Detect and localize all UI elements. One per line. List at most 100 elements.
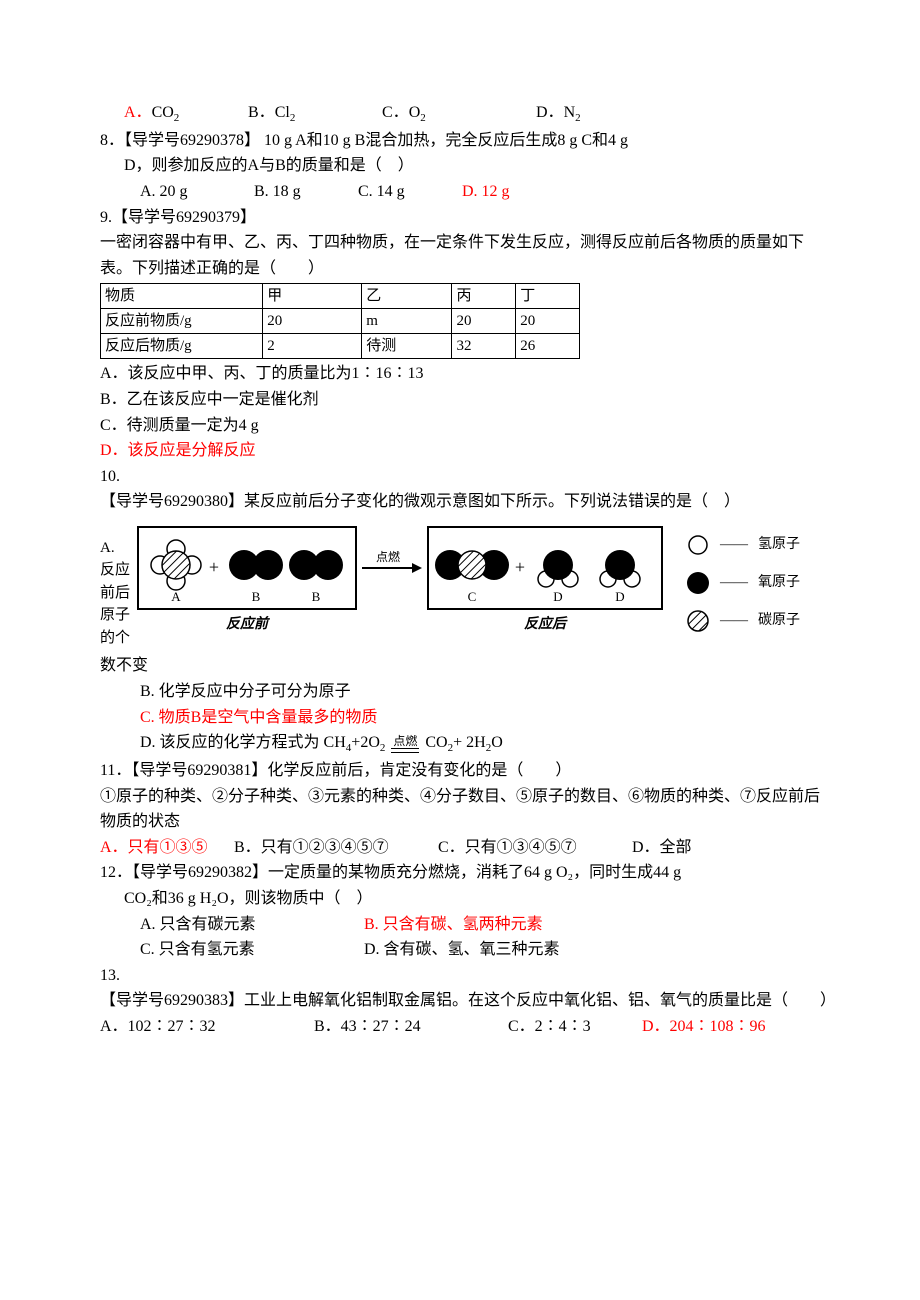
q7-optA-val: CO xyxy=(152,100,174,126)
q13-optA: A．102∶27∶32 xyxy=(100,1014,310,1040)
q13-optB: B．43∶27∶24 xyxy=(314,1014,504,1040)
q10-optB: B. 化学反应中分子可分为原子 xyxy=(100,679,830,705)
q10-optD-sub2: 2 xyxy=(380,742,386,754)
q9-optC: C．待测质量一定为4 g xyxy=(100,413,830,439)
td: 26 xyxy=(516,334,580,359)
q11-line1: 11．【导学号69290381】化学反应前后，肯定没有变化的是（ ） xyxy=(100,758,830,784)
molecule-B2 xyxy=(289,550,343,580)
q10-optD-mid3: + 2H xyxy=(453,734,486,751)
q8-optD: D. 12 g xyxy=(462,179,510,205)
label-C: C xyxy=(468,589,477,604)
q12-line1: 12．【导学号69290382】一定质量的某物质充分燃烧，消耗了64 g O₂，… xyxy=(100,860,830,886)
td: 反应后物质/g xyxy=(101,334,263,359)
q7-optB-sub: 2 xyxy=(290,112,296,124)
q7-optC-val: O xyxy=(409,100,421,126)
molecule-B1 xyxy=(229,550,283,580)
td: m xyxy=(362,309,452,334)
q8-line2: D，则参加反应的A与B的质量和是（ ） xyxy=(100,153,830,179)
q11-line2: ①原子的种类、②分子种类、③元素的种类、④分子数目、⑤原子的数目、⑥物质的种类、… xyxy=(100,784,830,835)
legend-h: ——氢原子 xyxy=(686,533,800,557)
q12-row1: A. 只含有碳元素 B. 只含有碳、氢两种元素 xyxy=(100,912,830,938)
q7-optA-label: A． xyxy=(124,100,152,126)
q7-optD-sub: 2 xyxy=(575,112,581,124)
q10-diagram-row: A. 反应 前后 原子 的个 A + B xyxy=(100,523,830,650)
q8-line1: 8．【导学号69290378】 10 g A和10 g B混合加热，完全反应后生… xyxy=(100,128,830,154)
table-row: 反应前物质/g 20 m 20 20 xyxy=(101,309,580,334)
q13-options: A．102∶27∶32 B．43∶27∶24 C．2∶4∶3 D．204∶108… xyxy=(100,1014,830,1040)
q13-num: 13. xyxy=(100,963,830,989)
q12-row2: C. 只含有氢元素 D. 含有碳、氢、氧三种元素 xyxy=(100,937,830,963)
q9-table: 物质 甲 乙 丙 丁 反应前物质/g 20 m 20 20 反应后物质/g 2 … xyxy=(100,283,580,359)
molecule-D2 xyxy=(600,550,640,587)
th-2: 乙 xyxy=(362,284,452,309)
side-2: 前后 xyxy=(100,582,136,605)
td: 2 xyxy=(263,334,362,359)
diagram-legend: ——氢原子 ——氧原子 ——碳原子 xyxy=(686,523,800,647)
q9-optA: A．该反应中甲、丙、丁的质量比为1∶16∶13 xyxy=(100,361,830,387)
q11-optA: A．只有①③⑤ xyxy=(100,835,230,861)
q8-optB: B. 18 g xyxy=(254,179,354,205)
legend-c-label: 碳原子 xyxy=(758,610,800,632)
q11-optC: C．只有①③④⑤⑦ xyxy=(438,835,628,861)
td: 20 xyxy=(263,309,362,334)
q12-optB: B. 只含有碳、氢两种元素 xyxy=(364,912,543,938)
th-3: 丙 xyxy=(452,284,516,309)
label-A: A xyxy=(171,589,181,604)
side-3: 原子 xyxy=(100,604,136,627)
q7-optD-label: D． xyxy=(536,100,564,126)
q12-optC: C. 只含有氢元素 xyxy=(140,937,360,963)
q7-options: A．CO2 B．Cl2 C．O2 D．N2 xyxy=(100,100,830,128)
q12-optD: D. 含有碳、氢、氧三种元素 xyxy=(364,937,560,963)
td: 20 xyxy=(516,309,580,334)
q10-optD-pre: D. 该反应的化学方程式为 CH xyxy=(140,734,346,751)
q9-optB: B．乙在该反应中一定是催化剂 xyxy=(100,387,830,413)
q10-num: 10. xyxy=(100,464,830,490)
legend-o: ——氧原子 xyxy=(686,571,800,595)
side-1: 反应 xyxy=(100,559,136,582)
q9-header: 9.【导学号69290379】 xyxy=(100,205,830,231)
q13-optC: C．2∶4∶3 xyxy=(508,1014,638,1040)
legend-h-label: 氢原子 xyxy=(758,534,800,556)
q9-optD: D．该反应是分解反应 xyxy=(100,438,830,464)
q12-optA: A. 只含有碳元素 xyxy=(140,912,360,938)
q7-optD-val: N xyxy=(564,100,576,126)
q7-optC-sub: 2 xyxy=(420,112,426,124)
legend-o-label: 氧原子 xyxy=(758,572,800,594)
label-D1: D xyxy=(553,589,562,604)
legend-c: ——碳原子 xyxy=(686,609,800,633)
q7-optB-val: Cl xyxy=(275,100,290,126)
table-header-row: 物质 甲 乙 丙 丁 xyxy=(101,284,580,309)
q10-optD: D. 该反应的化学方程式为 CH4+2O2 点燃 CO2+ 2H2O xyxy=(100,730,830,758)
molecule-C xyxy=(435,550,509,580)
q7-optA-sub: 2 xyxy=(174,112,180,124)
q8-optA: A. 20 g xyxy=(140,179,250,205)
label-D2: D xyxy=(615,589,624,604)
th-4: 丁 xyxy=(516,284,580,309)
td: 反应前物质/g xyxy=(101,309,263,334)
q10-stem: 【导学号69290380】某反应前后分子变化的微观示意图如下所示。下列说法错误的… xyxy=(100,489,830,515)
caption-right: 反应后 xyxy=(524,615,568,632)
td: 20 xyxy=(452,309,516,334)
side-4: 的个 xyxy=(100,627,136,650)
q11-options: A．只有①③⑤ B．只有①②③④⑤⑦ C．只有①③④⑤⑦ D．全部 xyxy=(100,835,830,861)
svg-text:+: + xyxy=(515,557,525,577)
q10-optA-side: A. 反应 前后 原子 的个 xyxy=(100,523,136,650)
q10-optD-mid1: +2O xyxy=(351,734,380,751)
q10-optD-end: O xyxy=(491,734,503,751)
td: 待测 xyxy=(362,334,452,359)
q8-options: A. 20 g B. 18 g C. 14 g D. 12 g xyxy=(100,179,830,205)
q13-stem: 【导学号69290383】工业上电解氧化铝制取金属铝。在这个反应中氧化铝、铝、氧… xyxy=(100,988,830,1014)
arrow-label: 点燃 xyxy=(376,549,400,564)
th-0: 物质 xyxy=(101,284,263,309)
label-B1: B xyxy=(252,589,261,604)
equation-condition: 点燃 xyxy=(391,735,419,753)
table-row: 反应后物质/g 2 待测 32 26 xyxy=(101,334,580,359)
q10-optA-rest: 数不变 xyxy=(100,653,830,679)
side-0: A. xyxy=(100,537,136,560)
svg-text:+: + xyxy=(209,557,219,577)
q10-optC: C. 物质B是空气中含量最多的物质 xyxy=(100,705,830,731)
q7-optB-label: B． xyxy=(248,100,275,126)
th-1: 甲 xyxy=(263,284,362,309)
q11-optB: B．只有①②③④⑤⑦ xyxy=(234,835,434,861)
caption-left: 反应前 xyxy=(226,615,271,632)
